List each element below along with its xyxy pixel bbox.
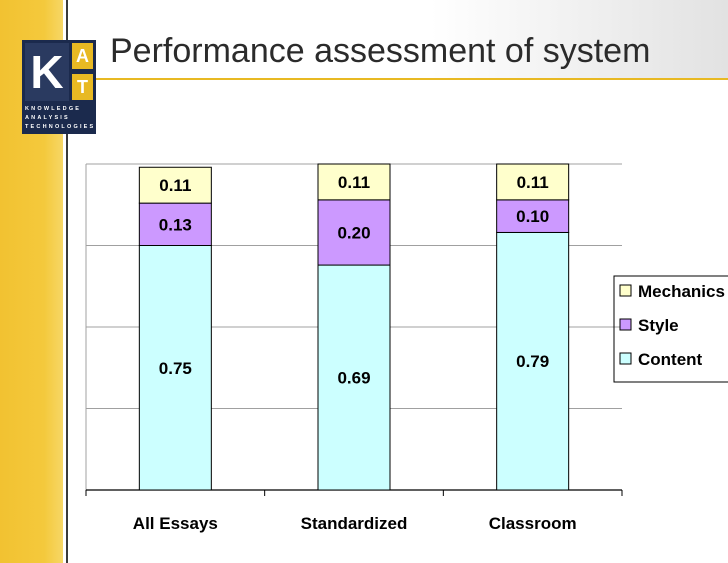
logo-letter-k: K [25,43,69,101]
legend-label: Mechanics [638,282,725,301]
logo-tagline-1: KNOWLEDGE [25,106,82,112]
bar-segment-mechanics [138,166,212,204]
x-tick-label: Classroom [489,514,577,533]
title-band [68,0,728,80]
legend-swatch-style [619,318,632,331]
bar-segment-content [317,264,391,491]
data-label: 0.20 [337,223,370,242]
logo-tagline-3: TECHNOLOGIES [25,124,96,130]
data-label: 0.13 [159,215,192,234]
bar-segment-style [138,202,212,246]
left-divider-line [66,0,68,563]
legend-swatch-mechanics [619,284,632,297]
data-label: 0.10 [516,207,549,226]
title-rule [68,78,728,80]
data-label: 0.11 [338,173,370,192]
bar-segment-style [496,199,570,233]
bar-segment-mechanics [496,163,570,201]
logo-letter-a: A [72,43,93,69]
legend-swatch-content [619,352,632,365]
logo-tagline-2: ANALYSIS [25,115,70,121]
page-title: Performance assessment of system [110,32,651,70]
data-label: 0.69 [337,369,370,388]
data-label: 0.75 [159,359,192,378]
legend-label: Content [638,350,703,369]
data-label: 0.11 [159,176,191,195]
logo-letter-t: T [72,74,93,100]
bar-segment-content [496,231,570,491]
kat-logo: K A T KNOWLEDGE ANALYSIS TECHNOLOGIES [22,40,96,134]
bar-segment-mechanics [317,163,391,201]
x-tick-label: All Essays [133,514,218,533]
legend-box [613,275,728,383]
data-label: 0.79 [516,352,549,371]
data-label: 0.11 [517,173,549,192]
x-tick-label: Standardized [301,514,408,533]
legend-label: Style [638,316,679,335]
